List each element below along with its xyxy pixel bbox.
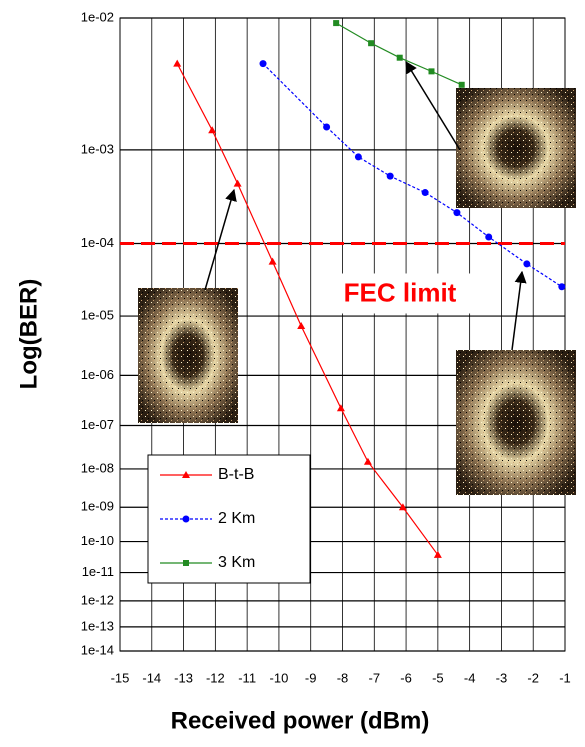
x-tick-label: -15 xyxy=(111,670,130,685)
marker xyxy=(182,515,190,523)
arrow xyxy=(204,188,237,291)
marker xyxy=(333,20,340,27)
x-tick-label: -8 xyxy=(337,670,349,685)
marker xyxy=(485,233,493,241)
plot: FEC limit xyxy=(120,20,566,558)
marker xyxy=(433,550,442,558)
marker xyxy=(453,209,461,217)
x-tick-label: -5 xyxy=(432,670,444,685)
marker xyxy=(208,126,217,134)
marker xyxy=(336,404,345,412)
series-line xyxy=(262,63,563,288)
y-tick-label: 1e-09 xyxy=(81,499,114,514)
x-tick-label: -2 xyxy=(527,670,539,685)
eye-diagrams xyxy=(138,60,576,495)
y-tick-label: 1e-10 xyxy=(81,533,114,548)
x-tick-label: -13 xyxy=(174,670,193,685)
marker xyxy=(396,54,403,61)
x-tick-label: -12 xyxy=(206,670,225,685)
marker xyxy=(523,260,531,268)
y-tick-label: 1e-03 xyxy=(81,141,114,156)
marker xyxy=(173,59,182,67)
marker xyxy=(183,560,189,566)
y-tick-label: 1e-12 xyxy=(81,592,114,607)
grid: -15 -14 -13 -12 -11 -10 -9 -8 -7 -6 -5 -4 -3 -2 -1 1e-0… xyxy=(81,9,571,685)
legend-label: B-t-B xyxy=(218,466,254,483)
x-tick-label: -14 xyxy=(142,670,161,685)
y-axis-title: Log(BER) xyxy=(15,279,42,390)
fec-label: FEC limit xyxy=(344,277,457,307)
y-tick-label: 1e-08 xyxy=(81,460,114,475)
marker xyxy=(182,471,190,478)
marker xyxy=(268,257,277,265)
marker xyxy=(297,321,306,329)
x-tick-label: -4 xyxy=(464,670,476,685)
marker xyxy=(363,457,372,465)
marker xyxy=(323,123,331,131)
marker xyxy=(386,172,394,180)
x-tick-label: -7 xyxy=(369,670,381,685)
arrow xyxy=(405,60,461,151)
arrow xyxy=(511,270,527,351)
x-tick-label: -1 xyxy=(559,670,571,685)
legend: B-t-B 2 Km 3 Km xyxy=(160,466,255,571)
eye-noise xyxy=(138,288,238,423)
y-tick-label: 1e-06 xyxy=(81,367,114,382)
marker xyxy=(368,40,375,47)
marker xyxy=(259,60,267,68)
y-tick-label: 1e-07 xyxy=(81,417,114,432)
y-tick-label: 1e-05 xyxy=(81,308,114,323)
x-tick-label: -11 xyxy=(238,670,256,685)
legend-label: 2 Km xyxy=(218,510,255,527)
marker xyxy=(458,81,465,88)
marker xyxy=(354,153,362,161)
marker xyxy=(428,68,435,75)
fec-label-bg xyxy=(318,273,488,314)
marker xyxy=(233,179,242,187)
eye-noise xyxy=(456,350,576,495)
x-tick-label: -10 xyxy=(270,670,289,685)
x-tick-label: -9 xyxy=(305,670,317,685)
x-tick-label: -3 xyxy=(496,670,508,685)
y-tick-label: 1e-04 xyxy=(81,235,114,250)
x-axis-title: Received power (dBm) xyxy=(171,707,430,734)
y-tick-label: 1e-11 xyxy=(82,564,114,579)
y-tick-label: 1e-02 xyxy=(81,9,114,24)
eye-noise xyxy=(456,88,576,208)
series-line xyxy=(335,22,462,86)
marker xyxy=(421,189,429,197)
marker xyxy=(558,283,566,291)
marker xyxy=(398,503,407,511)
legend-label: 3 Km xyxy=(218,554,255,571)
y-tick-label: 1e-13 xyxy=(81,618,114,633)
y-tick-label: 1e-14 xyxy=(81,642,114,657)
x-tick-label: -6 xyxy=(400,670,412,685)
